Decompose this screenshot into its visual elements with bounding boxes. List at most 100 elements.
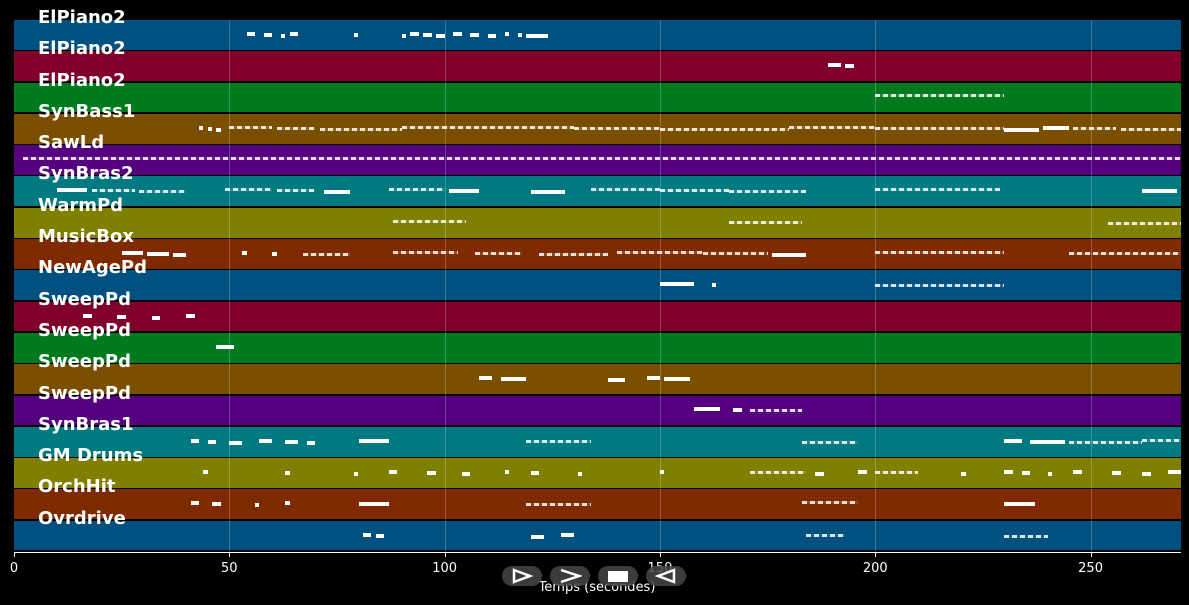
track-lane — [14, 364, 1181, 395]
track-lane — [14, 82, 1181, 113]
track-lane — [14, 332, 1181, 363]
x-tick-mark — [659, 552, 661, 557]
note-segment — [1069, 440, 1143, 444]
note-segment — [694, 407, 721, 412]
note-segment — [242, 250, 247, 255]
note-segment — [1004, 127, 1039, 132]
note-segment — [750, 409, 803, 413]
gridline — [229, 20, 231, 552]
note-segment — [875, 284, 1005, 288]
note-segment — [401, 33, 406, 38]
gridline — [444, 20, 446, 552]
note-segment — [608, 378, 626, 383]
note-segment — [147, 251, 170, 256]
track-label: SynBras2 — [38, 163, 134, 185]
forward-button[interactable] — [550, 566, 590, 586]
note-segment — [225, 188, 273, 192]
note-segment — [728, 190, 807, 194]
x-tick-mark — [14, 552, 15, 557]
x-tick-label: 0 — [9, 561, 19, 576]
note-segment — [771, 252, 807, 257]
note-segment — [57, 188, 88, 193]
note-segment — [392, 250, 458, 254]
track-label: ElPiano2 — [38, 7, 126, 28]
note-segment — [121, 250, 144, 255]
x-tick-label: 100 — [432, 561, 458, 576]
note-segment — [526, 439, 592, 443]
note-segment — [750, 471, 807, 474]
note-segment — [1021, 471, 1031, 475]
note-segment — [276, 126, 316, 130]
note-segment — [802, 501, 859, 505]
note-segment — [22, 157, 1181, 161]
note-segment — [461, 472, 471, 476]
track-label: MusicBox — [38, 226, 134, 248]
stop-button[interactable] — [598, 566, 638, 586]
x-tick-mark — [1090, 552, 1092, 557]
x-tick-mark — [444, 552, 446, 557]
note-segment — [280, 33, 286, 38]
note-segment — [216, 127, 221, 132]
note-segment — [875, 471, 919, 474]
note-segment — [1043, 125, 1070, 130]
track-lane — [14, 145, 1181, 175]
note-segment — [526, 503, 592, 507]
note-segment — [470, 32, 480, 37]
track-lane — [14, 520, 1181, 551]
note-segment — [91, 189, 135, 193]
note-segment — [875, 94, 1005, 98]
note-segment — [199, 125, 204, 130]
note-segment — [392, 219, 467, 223]
note-segment — [504, 31, 510, 36]
rewind-icon — [654, 568, 676, 584]
gridline — [1090, 20, 1092, 552]
x-tick-label: 50 — [221, 561, 238, 576]
note-segment — [255, 503, 260, 508]
note-segment — [436, 33, 445, 38]
note-segment — [591, 188, 660, 192]
note-segment — [659, 282, 695, 287]
note-segment — [375, 533, 385, 538]
note-segment — [1142, 472, 1151, 476]
note-segment — [711, 283, 716, 288]
note-segment — [1112, 471, 1121, 475]
note-segment — [212, 502, 221, 507]
play-button[interactable] — [502, 566, 542, 586]
note-segment — [474, 251, 523, 255]
note-segment — [1004, 438, 1022, 443]
note-segment — [530, 471, 540, 475]
note-segment — [285, 471, 290, 475]
note-segment — [190, 438, 200, 443]
note-segment — [401, 125, 574, 129]
track-label: SweepPd — [38, 319, 131, 341]
note-segment — [504, 470, 510, 474]
note-segment — [845, 64, 854, 69]
note-segment — [285, 439, 299, 444]
note-segment — [207, 126, 213, 131]
note-segment — [479, 376, 492, 381]
note-segment — [875, 188, 1001, 192]
track-label: SweepPd — [38, 288, 131, 310]
note-segment — [647, 376, 660, 381]
note-segment — [659, 127, 790, 131]
x-axis-line — [14, 552, 1181, 553]
track-label: ElPiano2 — [38, 38, 126, 60]
track-label: SweepPd — [38, 382, 131, 404]
note-segment — [703, 251, 768, 255]
x-tick-mark — [229, 552, 231, 557]
track-lane — [14, 207, 1181, 238]
rewind-button[interactable] — [646, 566, 686, 586]
stop-icon — [608, 571, 628, 582]
note-segment — [207, 439, 217, 444]
note-segment — [216, 344, 234, 349]
note-segment — [487, 33, 497, 38]
note-segment — [410, 31, 419, 36]
note-segment — [1168, 470, 1181, 474]
track-lane — [14, 20, 1181, 50]
note-segment — [539, 252, 609, 256]
note-segment — [427, 471, 436, 475]
note-segment — [1107, 221, 1181, 225]
note-segment — [827, 63, 841, 68]
track-label: SynBass1 — [38, 100, 136, 122]
